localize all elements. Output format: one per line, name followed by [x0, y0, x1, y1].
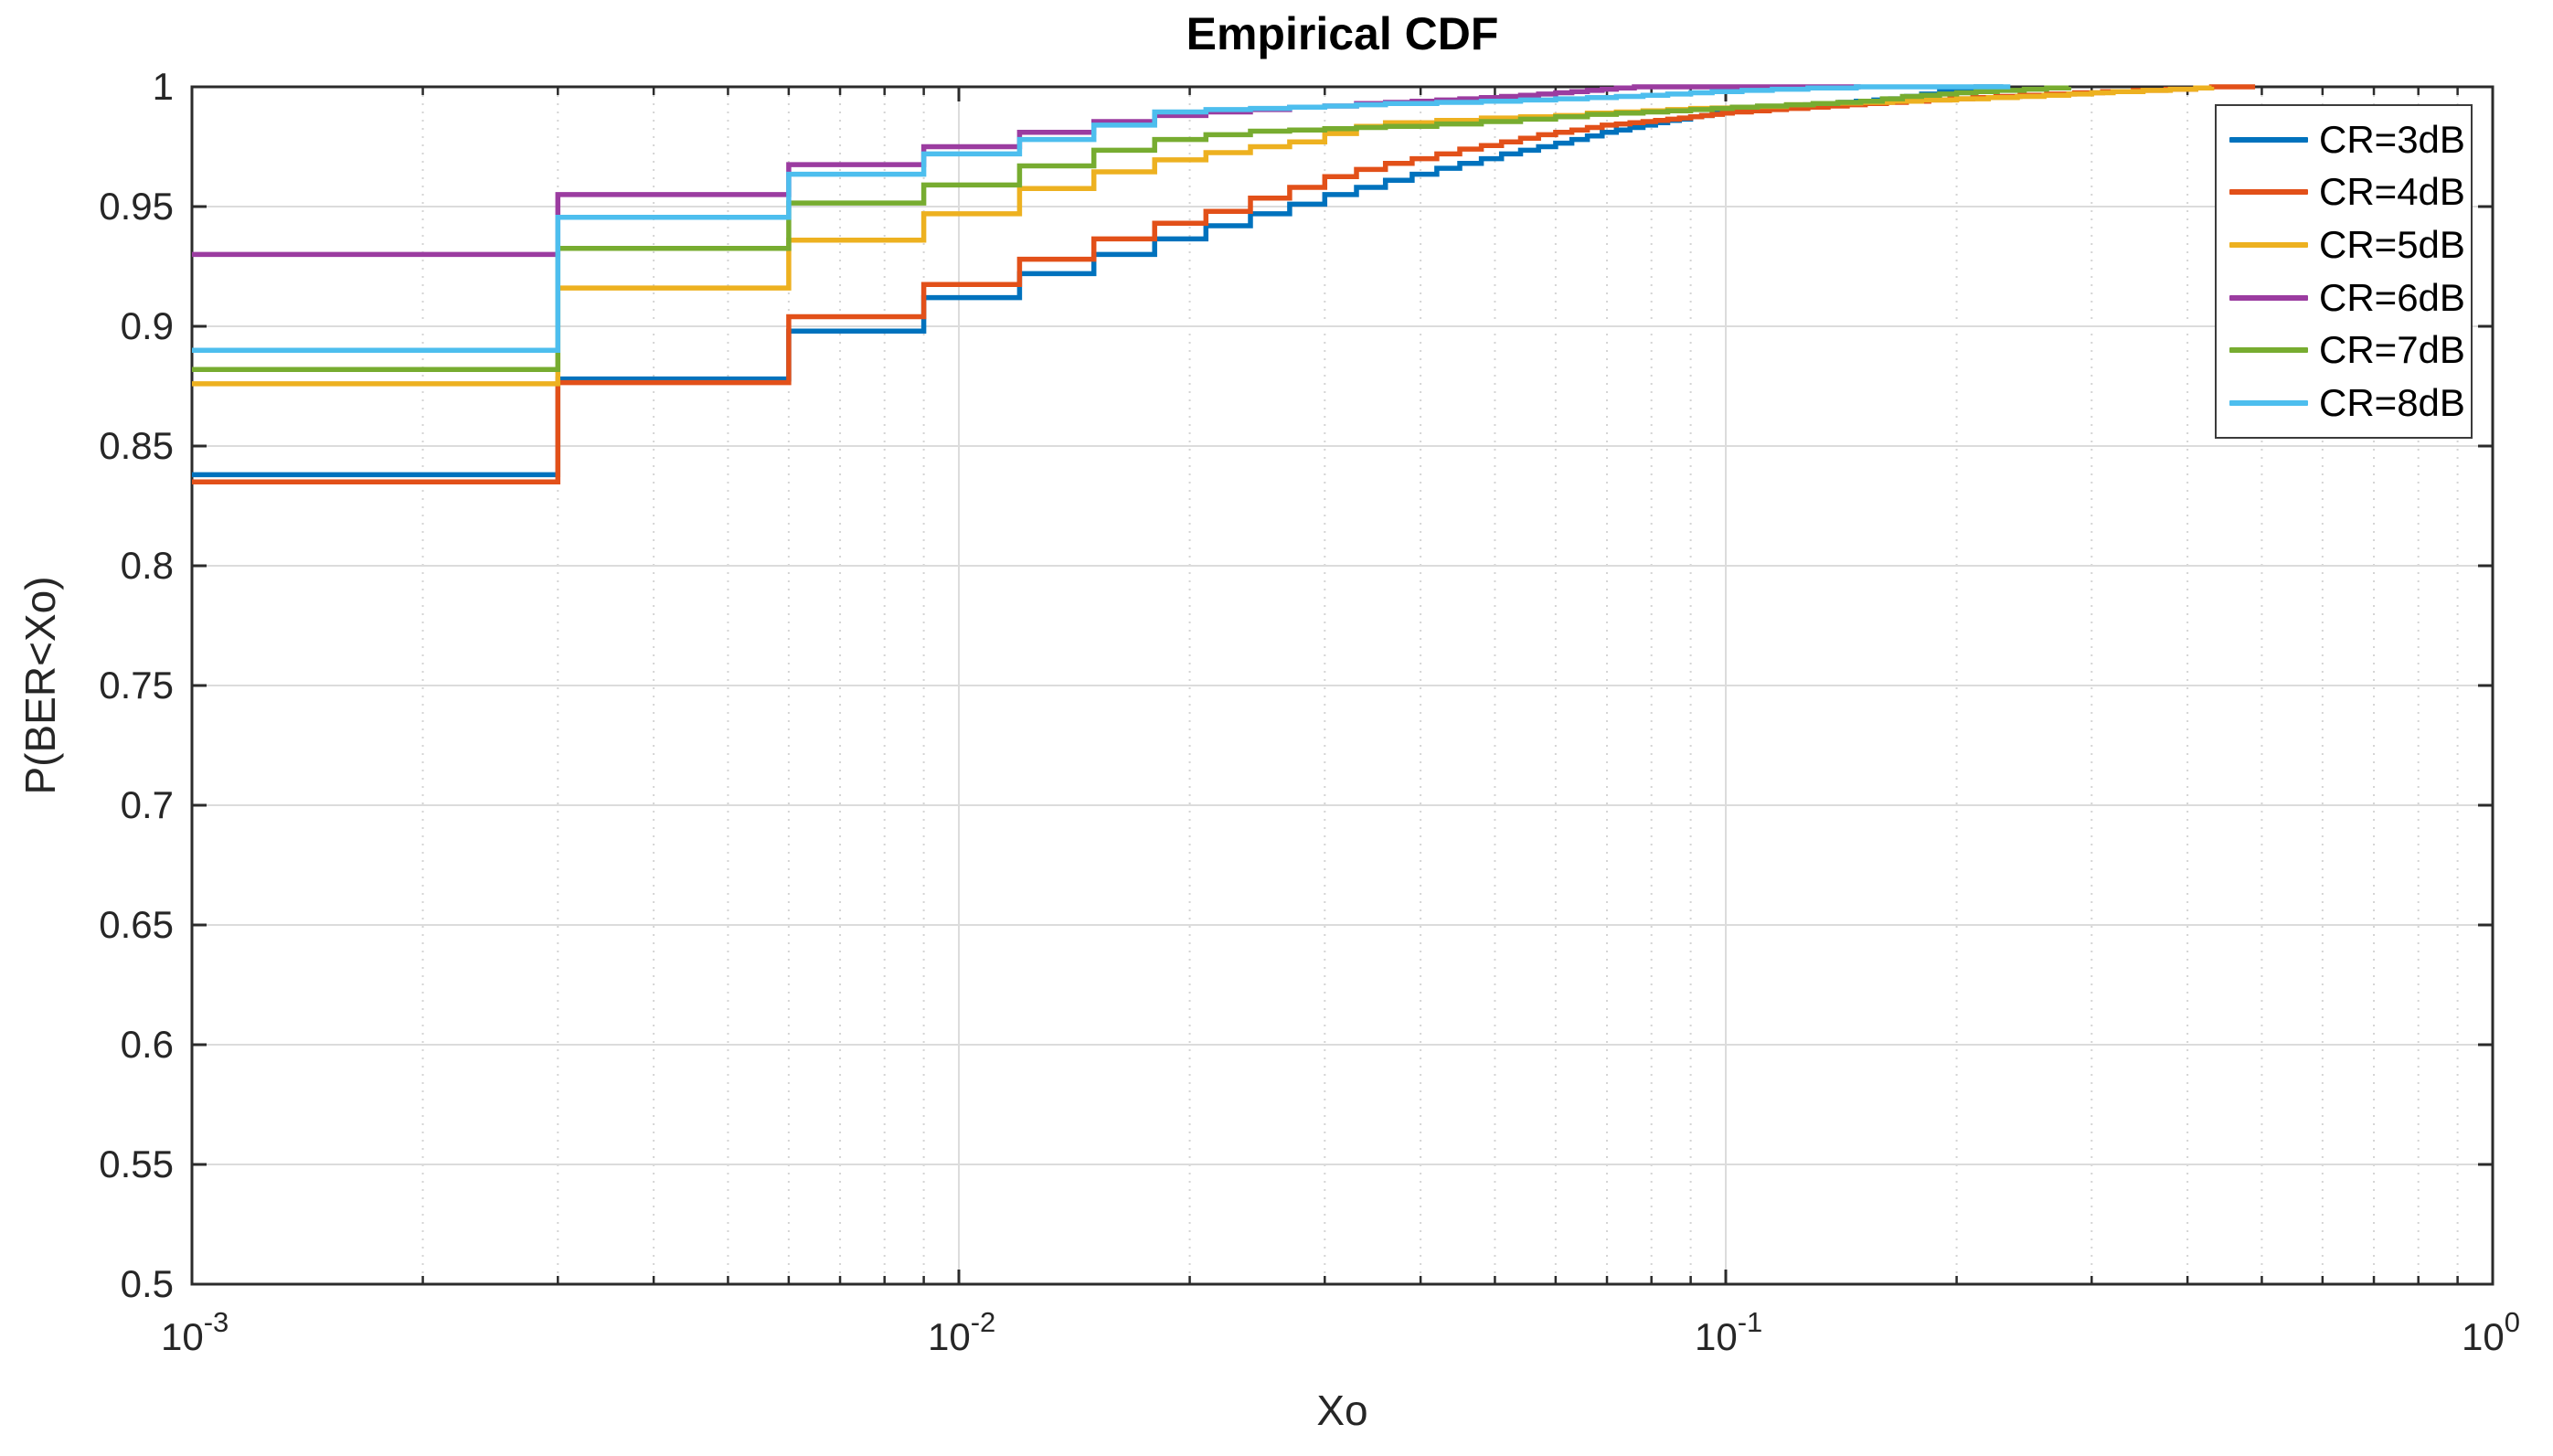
- series-CR=8dB: [192, 84, 2011, 353]
- legend-entry: CR=8dB: [2229, 379, 2471, 427]
- legend-label: CR=4dB: [2319, 170, 2465, 214]
- y-tick-label: 0.6: [121, 1023, 174, 1066]
- legend-label: CR=6dB: [2319, 275, 2465, 319]
- y-tick-label: 1: [153, 65, 174, 108]
- legend-line-sample: [2229, 136, 2308, 143]
- x-tick-label: 100: [2462, 1306, 2520, 1358]
- series-CR=4dB: [192, 84, 2256, 485]
- x-tick-label: 10-1: [1695, 1306, 1762, 1358]
- legend-entry: CR=5dB: [2229, 221, 2471, 269]
- legend-line-sample: [2229, 400, 2308, 407]
- legend-label: CR=8dB: [2319, 381, 2465, 425]
- legend-line-sample: [2229, 294, 2308, 301]
- y-tick-label: 0.95: [99, 185, 174, 228]
- legend-entry: CR=3dB: [2229, 116, 2471, 164]
- legend-entry: CR=6dB: [2229, 274, 2471, 322]
- y-tick-label: 0.8: [121, 544, 174, 587]
- y-tick-label: 0.75: [99, 664, 174, 707]
- x-axis-label: Xo: [1316, 1387, 1368, 1434]
- legend-label: CR=5dB: [2319, 223, 2465, 267]
- x-tick-label: 10-2: [928, 1306, 995, 1358]
- legend-label: CR=3dB: [2319, 117, 2465, 161]
- legend-line-sample: [2229, 189, 2308, 196]
- series-CR=5dB: [192, 85, 2215, 387]
- legend-entry: CR=7dB: [2229, 326, 2471, 374]
- legend: CR=3dB CR=4dB CR=5dB CR=6dB CR=7dB CR=8dB: [2215, 104, 2473, 439]
- legend-entry: CR=4dB: [2229, 168, 2471, 216]
- y-tick-label: 0.7: [121, 783, 174, 826]
- series-CR=3dB: [192, 84, 2004, 478]
- series-CR=7dB: [192, 85, 2071, 372]
- y-tick-label: 0.85: [99, 424, 174, 467]
- y-axis-label: P(BER<Xo): [16, 576, 64, 795]
- legend-label: CR=7dB: [2319, 328, 2465, 372]
- legend-line-sample: [2229, 242, 2308, 249]
- y-tick-label: 0.5: [121, 1262, 174, 1305]
- y-tick-label: 0.55: [99, 1142, 174, 1185]
- y-tick-label: 0.9: [121, 304, 174, 347]
- chart-title: Empirical CDF: [1186, 8, 1499, 59]
- legend-line-sample: [2229, 347, 2308, 354]
- y-tick-label: 0.65: [99, 903, 174, 946]
- x-tick-label: 10-3: [161, 1306, 229, 1358]
